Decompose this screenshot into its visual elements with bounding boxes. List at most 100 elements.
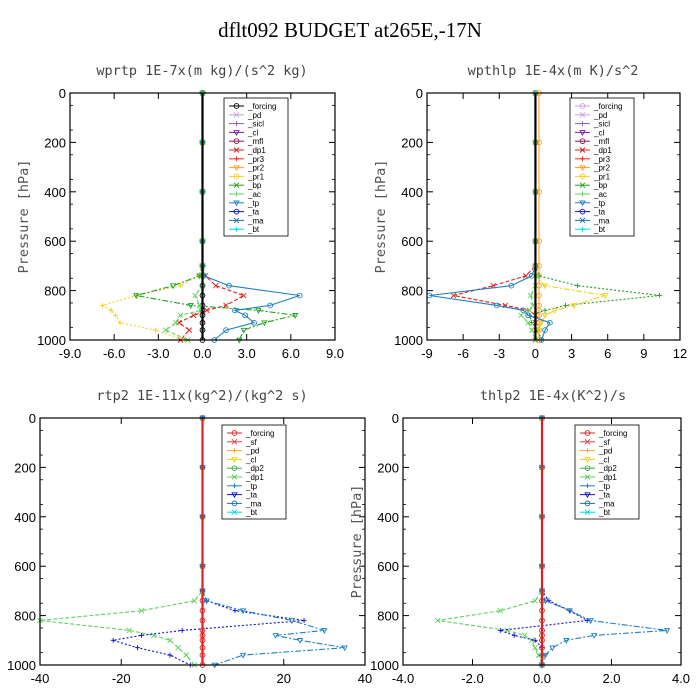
x-tick-label: 4.0 bbox=[672, 671, 690, 686]
y-tick-label: 0 bbox=[392, 411, 399, 426]
legend-label: _pr3 bbox=[593, 155, 611, 164]
series-forcing bbox=[536, 90, 542, 343]
legend-label: _pd bbox=[247, 111, 261, 120]
data-point bbox=[518, 312, 524, 319]
x-tick-label: 0.0 bbox=[193, 346, 211, 361]
data-point bbox=[536, 273, 542, 279]
legend-label: _bt bbox=[593, 225, 606, 234]
data-point bbox=[590, 633, 598, 639]
data-point bbox=[663, 628, 671, 634]
legend-label: _ta bbox=[593, 208, 606, 217]
y-tick-label: 800 bbox=[377, 609, 399, 624]
legend-marker bbox=[579, 182, 586, 189]
data-point bbox=[532, 644, 538, 651]
legend-label: _tp bbox=[247, 199, 260, 208]
data-point bbox=[240, 327, 247, 334]
series-dp1 bbox=[434, 415, 545, 668]
legend-marker bbox=[234, 191, 239, 197]
legend-marker bbox=[233, 173, 240, 180]
x-tick-label: 9.0 bbox=[326, 346, 344, 361]
data-point bbox=[542, 327, 548, 333]
data-point bbox=[525, 319, 532, 326]
legend-marker bbox=[579, 200, 586, 207]
legend-marker bbox=[580, 121, 585, 127]
legend-marker bbox=[233, 147, 240, 153]
data-point bbox=[226, 282, 232, 289]
plot-frame bbox=[426, 92, 681, 341]
legend-marker bbox=[579, 165, 586, 172]
data-point bbox=[570, 303, 578, 309]
data-point bbox=[204, 307, 210, 314]
data-point bbox=[575, 283, 581, 289]
legend-label: _ma bbox=[593, 216, 610, 225]
legend-label: _ta bbox=[598, 491, 611, 500]
figure-title: dflt092 BUDGET at265E,-17N bbox=[218, 18, 482, 42]
data-point bbox=[497, 627, 503, 633]
data-point bbox=[232, 307, 238, 314]
y-tick-label: 0 bbox=[29, 411, 36, 426]
legend-marker bbox=[233, 138, 240, 145]
y-tick-label: 800 bbox=[14, 609, 36, 624]
legend-label: _tp bbox=[598, 482, 611, 491]
data-point bbox=[508, 282, 515, 289]
legend-label: _bp bbox=[593, 181, 608, 190]
data-point bbox=[239, 652, 247, 659]
data-point bbox=[192, 292, 198, 299]
x-tick-label: 6 bbox=[604, 346, 611, 361]
series-ac bbox=[162, 90, 206, 343]
data-point bbox=[296, 638, 304, 644]
x-tick-label: -3.0 bbox=[147, 346, 169, 361]
data-point bbox=[542, 598, 549, 605]
data-point bbox=[187, 303, 194, 309]
data-point bbox=[223, 302, 229, 309]
legend-marker bbox=[232, 483, 237, 489]
legend-marker bbox=[584, 465, 591, 472]
plot-frame bbox=[69, 92, 336, 341]
data-point bbox=[108, 307, 114, 313]
legend-marker bbox=[579, 217, 586, 224]
x-tick-label: -9 bbox=[421, 346, 433, 361]
series-line bbox=[453, 93, 536, 340]
y-tick-label: 600 bbox=[377, 559, 399, 574]
legend-marker bbox=[234, 121, 239, 127]
x-tick-label: 2.0 bbox=[602, 671, 620, 686]
legend-marker bbox=[231, 509, 238, 516]
data-point bbox=[657, 293, 663, 299]
data-point bbox=[177, 283, 183, 289]
data-point bbox=[272, 633, 279, 639]
legend-label: _mfl bbox=[593, 137, 609, 146]
legend-marker bbox=[579, 147, 586, 153]
legend-marker bbox=[233, 103, 240, 109]
data-point bbox=[549, 645, 556, 652]
data-point bbox=[296, 292, 303, 299]
series-dp1 bbox=[37, 415, 206, 668]
legend-label: _bt bbox=[247, 225, 260, 234]
legend-marker bbox=[580, 191, 585, 197]
legend-marker bbox=[233, 165, 240, 172]
legend-label: _ac bbox=[247, 190, 261, 199]
legend-label: _pr2 bbox=[247, 164, 265, 173]
legend-label: _dp1 bbox=[247, 146, 266, 155]
legend-marker bbox=[233, 182, 240, 189]
panel-title: thlp2 1E-4x(K^2)/s bbox=[480, 388, 626, 404]
legend-label: _ta bbox=[247, 208, 260, 217]
legend-marker bbox=[579, 130, 586, 136]
legend-marker bbox=[584, 457, 591, 463]
legend-marker bbox=[584, 438, 591, 445]
legend-label: _dp2 bbox=[598, 464, 617, 473]
legend-label: _ma bbox=[247, 216, 264, 225]
data-point bbox=[521, 632, 528, 639]
legend-label: _bt bbox=[245, 508, 258, 517]
data-point bbox=[196, 302, 203, 309]
plot-frame bbox=[402, 417, 682, 666]
data-point bbox=[536, 312, 542, 319]
y-tick-label: 1000 bbox=[37, 333, 66, 348]
data-point bbox=[536, 292, 542, 299]
x-tick-label: 20 bbox=[277, 671, 291, 686]
data-point bbox=[541, 313, 549, 319]
data-point bbox=[167, 652, 173, 658]
y-tick-label: 200 bbox=[401, 135, 423, 150]
legend-label: _forcing bbox=[247, 102, 276, 111]
y-tick-label: 1000 bbox=[394, 333, 423, 348]
